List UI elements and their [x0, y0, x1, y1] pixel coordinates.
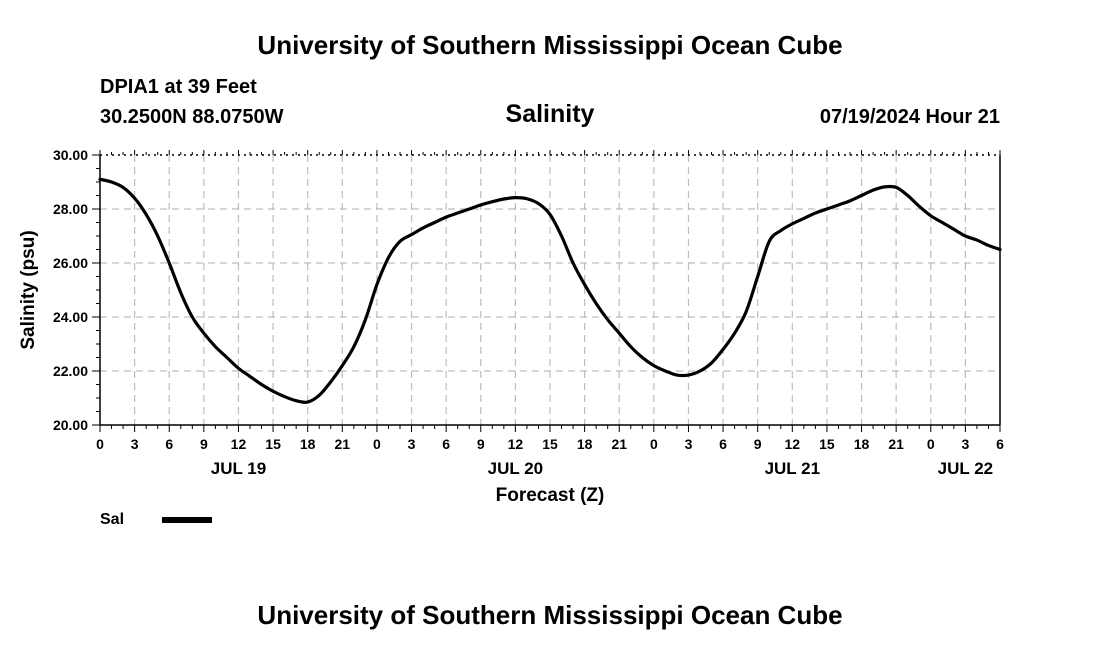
- x-tick-label: 9: [200, 436, 208, 452]
- footer-title: University of Southern Mississippi Ocean…: [257, 600, 843, 630]
- y-tick-label: 22.00: [53, 363, 88, 379]
- y-axis-label: Salinity (psu): [18, 230, 39, 349]
- x-tick-label: 12: [785, 436, 801, 452]
- chart-title: University of Southern Mississippi Ocean…: [257, 30, 843, 60]
- x-tick-label: 0: [927, 436, 935, 452]
- y-tick-label: 24.00: [53, 309, 88, 325]
- plot-title: Salinity: [505, 100, 595, 128]
- legend-swatch: [162, 517, 212, 523]
- station-location: 30.2500N 88.0750W: [100, 106, 284, 128]
- date-label: JUL 22: [938, 459, 993, 478]
- y-tick-label: 20.00: [53, 417, 88, 433]
- x-tick-label: 6: [996, 436, 1004, 452]
- date-label: JUL 21: [765, 459, 820, 478]
- x-axis-label: Forecast (Z): [496, 485, 605, 506]
- x-tick-label: 15: [265, 436, 281, 452]
- x-tick-label: 6: [165, 436, 173, 452]
- forecast-timestamp: 07/19/2024 Hour 21: [819, 106, 1000, 128]
- x-tick-label: 3: [131, 436, 139, 452]
- x-tick-label: 18: [854, 436, 870, 452]
- x-tick-label: 21: [611, 436, 627, 452]
- x-tick-label: 21: [888, 436, 904, 452]
- series-line-sal: [98, 177, 1002, 404]
- legend-label: Sal: [100, 511, 125, 528]
- x-tick-label: 18: [577, 436, 593, 452]
- x-tick-label: 6: [719, 436, 727, 452]
- x-tick-label: 12: [231, 436, 247, 452]
- x-tick-label: 9: [477, 436, 485, 452]
- x-tick-label: 12: [508, 436, 524, 452]
- y-tick-label: 28.00: [53, 201, 88, 217]
- x-tick-label: 3: [408, 436, 416, 452]
- x-tick-label: 3: [685, 436, 693, 452]
- x-tick-label: 3: [961, 436, 969, 452]
- date-label: JUL 20: [488, 459, 543, 478]
- station-name: DPIA1 at 39 Feet: [100, 76, 257, 98]
- x-tick-label: 21: [335, 436, 351, 452]
- y-tick-label: 30.00: [53, 147, 88, 163]
- date-label: JUL 19: [211, 459, 266, 478]
- x-tick-label: 0: [373, 436, 381, 452]
- x-tick-label: 6: [442, 436, 450, 452]
- x-tick-label: 15: [819, 436, 835, 452]
- x-tick-label: 0: [96, 436, 104, 452]
- x-tick-label: 0: [650, 436, 658, 452]
- x-tick-label: 18: [300, 436, 316, 452]
- x-tick-label: 9: [754, 436, 762, 452]
- x-tick-label: 15: [542, 436, 558, 452]
- y-tick-label: 26.00: [53, 255, 88, 271]
